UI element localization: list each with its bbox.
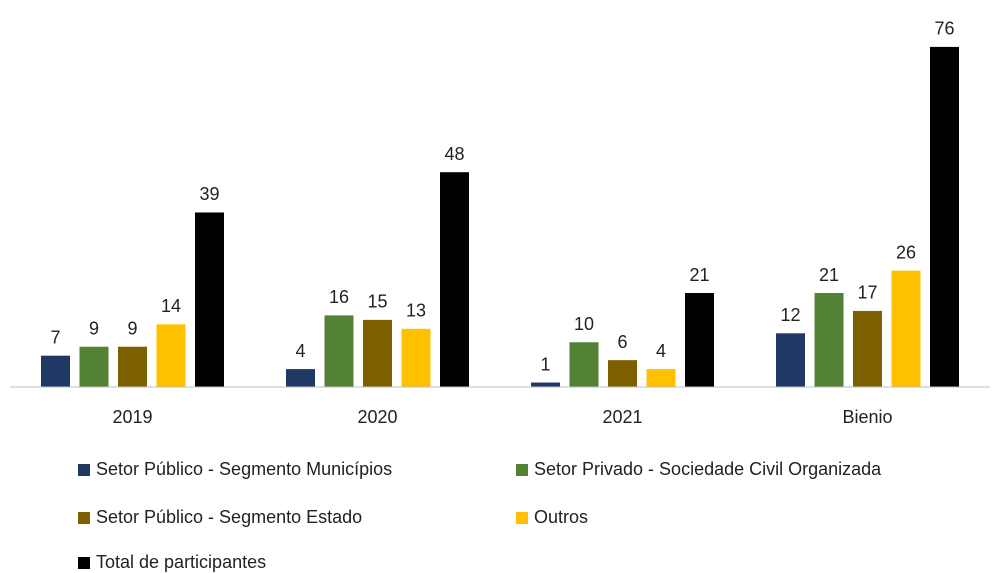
bar	[195, 212, 224, 387]
bar	[891, 270, 921, 387]
legend-swatch	[78, 464, 90, 476]
legend-label: Outros	[534, 507, 588, 527]
bar	[814, 293, 844, 387]
x-tick-label: 2020	[357, 407, 397, 427]
legend-label: Setor Público - Segmento Estado	[96, 507, 362, 527]
value-label: 76	[934, 19, 954, 39]
bar	[156, 324, 186, 387]
bar	[608, 360, 637, 387]
legend-label: Setor Público - Segmento Municípios	[96, 459, 392, 479]
value-label: 12	[780, 305, 800, 325]
bar	[646, 369, 676, 387]
bar	[531, 382, 560, 387]
legend-label: Total de participantes	[96, 552, 266, 572]
bar	[930, 46, 959, 388]
value-label: 6	[617, 332, 627, 352]
bar	[401, 328, 431, 387]
value-label: 4	[295, 341, 305, 361]
bar	[776, 333, 805, 387]
x-tick-label: 2021	[602, 407, 642, 427]
value-label: 10	[574, 314, 594, 334]
bar	[324, 315, 354, 387]
legend-swatch	[516, 464, 528, 476]
value-label: 1	[540, 354, 550, 374]
legend-label: Setor Privado - Sociedade Civil Organiza…	[534, 459, 882, 479]
value-label: 21	[819, 265, 839, 285]
bar	[569, 342, 599, 387]
value-label: 48	[444, 144, 464, 164]
value-label: 7	[50, 327, 60, 347]
legend-swatch	[78, 557, 90, 569]
bar	[440, 172, 469, 387]
bar	[286, 369, 315, 387]
bar	[118, 346, 147, 387]
x-tick-label: 2019	[112, 407, 152, 427]
value-label: 26	[896, 242, 916, 262]
x-tick-label: Bienio	[842, 407, 892, 427]
value-label: 39	[199, 184, 219, 204]
bar	[363, 319, 392, 387]
bar	[41, 355, 70, 387]
value-label: 9	[89, 318, 99, 338]
bar	[685, 293, 714, 387]
value-label: 4	[656, 341, 666, 361]
value-label: 21	[689, 265, 709, 285]
value-label: 14	[161, 296, 181, 316]
legend-swatch	[516, 512, 528, 524]
value-label: 15	[367, 292, 387, 312]
value-label: 9	[127, 318, 137, 338]
value-label: 16	[329, 287, 349, 307]
value-label: 17	[857, 283, 877, 303]
bar	[853, 310, 882, 387]
bar	[79, 346, 109, 387]
legend-swatch	[78, 512, 90, 524]
value-label: 13	[406, 301, 426, 321]
